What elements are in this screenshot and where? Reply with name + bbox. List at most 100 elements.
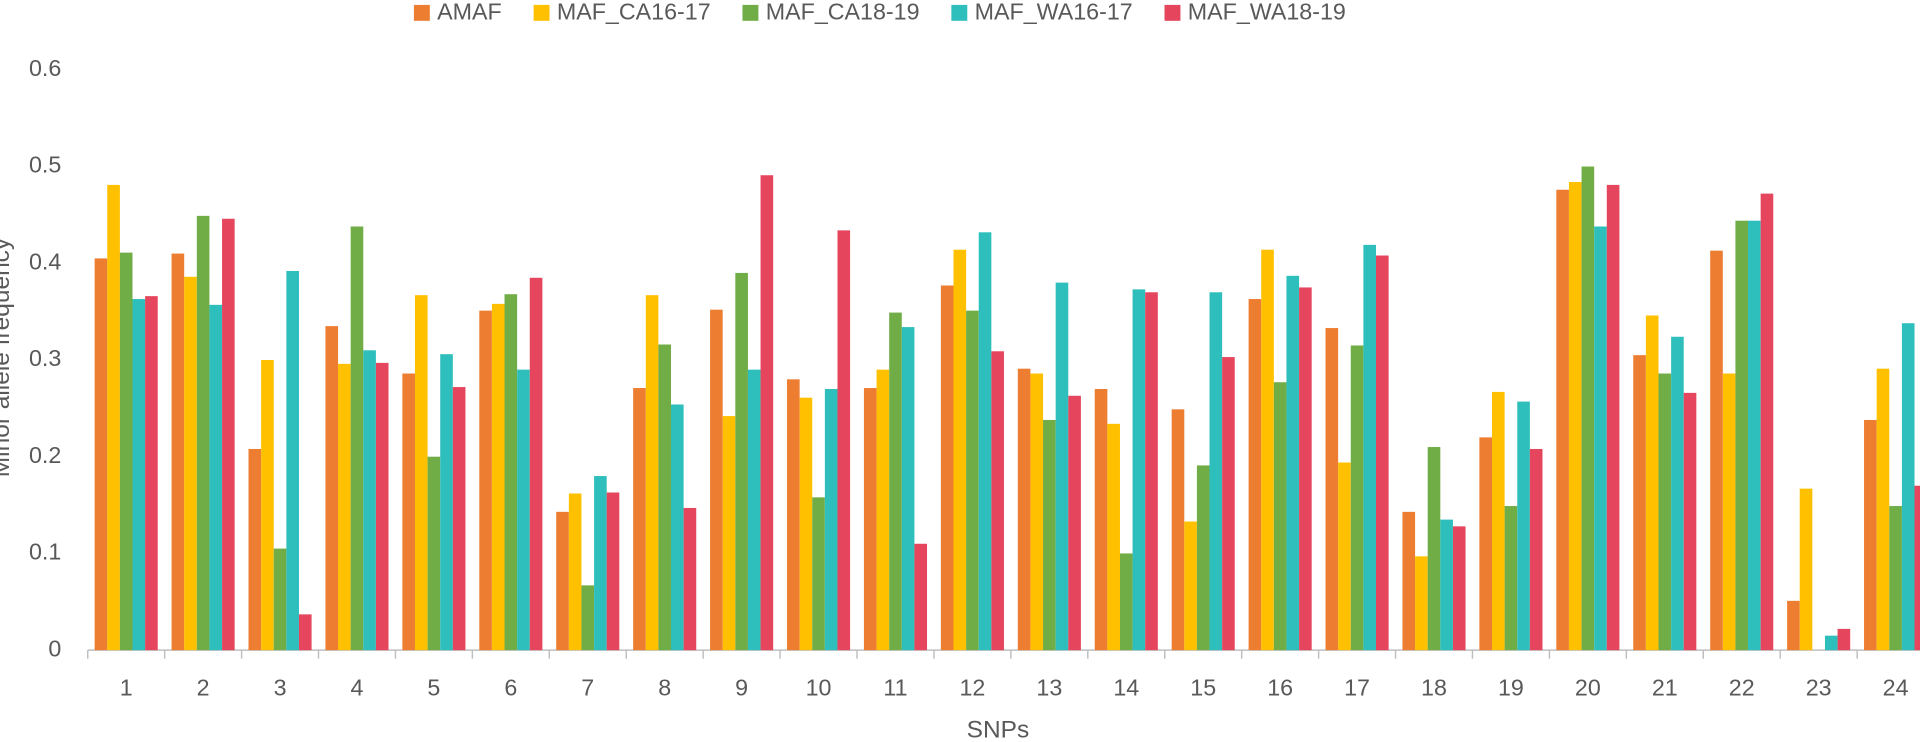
bar	[517, 369, 530, 651]
bar	[1824, 635, 1838, 651]
bar	[414, 295, 428, 651]
y-tick-label: 0.1	[29, 539, 61, 565]
bar	[261, 359, 274, 651]
bar	[350, 226, 364, 651]
bar	[1529, 448, 1543, 651]
bar	[94, 258, 108, 651]
legend-swatch	[1164, 4, 1181, 21]
bar	[184, 276, 197, 651]
x-tick-label: 16	[1267, 674, 1293, 700]
x-tick-label: 8	[658, 674, 671, 700]
x-tick-label: 13	[1036, 674, 1062, 700]
bar	[1132, 289, 1146, 651]
bar	[1286, 275, 1300, 651]
bar	[1504, 506, 1518, 651]
legend-label: MAF_CA18-19	[766, 0, 920, 25]
bar	[978, 232, 992, 651]
bar	[338, 363, 351, 651]
legend-label: AMAF	[437, 0, 502, 25]
bar	[298, 614, 312, 651]
bar	[901, 327, 915, 651]
legend-swatch	[951, 4, 968, 21]
bar	[735, 272, 748, 651]
bar	[876, 369, 890, 651]
x-tick-label: 22	[1729, 674, 1755, 700]
bar	[722, 416, 736, 651]
y-tick-label: 0.6	[29, 55, 61, 81]
bar	[1479, 437, 1493, 651]
bar	[824, 388, 838, 651]
y-tick-label: 0.4	[29, 248, 61, 274]
bar	[1145, 292, 1158, 651]
bar	[209, 304, 223, 651]
bar	[171, 253, 185, 651]
bar	[1787, 600, 1800, 651]
legend-swatch	[413, 4, 430, 21]
bar	[1735, 220, 1749, 651]
bar	[1671, 336, 1684, 651]
bar	[889, 312, 902, 651]
bar	[1876, 368, 1890, 651]
x-tick-label: 19	[1498, 674, 1524, 700]
bar	[1209, 292, 1223, 651]
bar	[1748, 220, 1761, 651]
bar	[710, 309, 723, 651]
bar	[363, 350, 376, 651]
bar	[1068, 395, 1081, 651]
x-axis-title: SNPs	[967, 716, 1030, 742]
bar	[1760, 193, 1774, 651]
bar	[645, 295, 659, 651]
bar	[1710, 250, 1723, 651]
x-tick-label: 6	[504, 674, 517, 700]
x-tick-label: 23	[1806, 674, 1832, 700]
bar	[1094, 388, 1108, 651]
bar	[1171, 409, 1185, 651]
bar	[787, 379, 800, 651]
bar	[491, 303, 505, 651]
bar	[633, 388, 646, 651]
bar	[556, 511, 569, 651]
bar	[1338, 462, 1351, 651]
bar	[1864, 419, 1877, 651]
bar	[568, 493, 582, 651]
bar	[452, 387, 466, 651]
bar	[286, 270, 299, 651]
bar	[1799, 488, 1813, 651]
bar	[504, 294, 518, 651]
bar	[119, 252, 133, 651]
bar	[1402, 511, 1416, 651]
bar	[606, 492, 620, 651]
x-tick-label: 24	[1883, 674, 1909, 700]
bar	[837, 230, 851, 651]
x-tick-label: 3	[274, 674, 287, 700]
bar	[760, 175, 774, 651]
y-tick-label: 0.5	[29, 152, 61, 178]
x-tick-label: 21	[1652, 674, 1678, 700]
bar	[1107, 423, 1120, 651]
bar	[440, 354, 453, 651]
legend-label: MAF_CA16-17	[557, 0, 711, 25]
bar	[1375, 255, 1389, 651]
x-tick-label: 20	[1575, 674, 1601, 700]
bar	[132, 299, 146, 651]
bar	[1901, 323, 1915, 651]
bar	[671, 404, 684, 651]
bar	[1492, 391, 1505, 651]
bar	[1568, 181, 1582, 651]
bar	[1261, 249, 1274, 651]
bar	[1184, 521, 1197, 651]
bar	[1645, 315, 1659, 651]
x-tick-label: 5	[427, 674, 440, 700]
bar	[1030, 373, 1044, 651]
bar	[1517, 401, 1530, 651]
bar	[196, 215, 210, 651]
bar	[1043, 419, 1056, 651]
x-tick-label: 10	[806, 674, 832, 700]
legend-label: MAF_WA16-17	[975, 0, 1133, 25]
x-tick-label: 9	[735, 674, 748, 700]
x-tick-label: 11	[883, 674, 907, 700]
bar	[1055, 282, 1069, 651]
x-tick-label: 17	[1344, 674, 1370, 700]
